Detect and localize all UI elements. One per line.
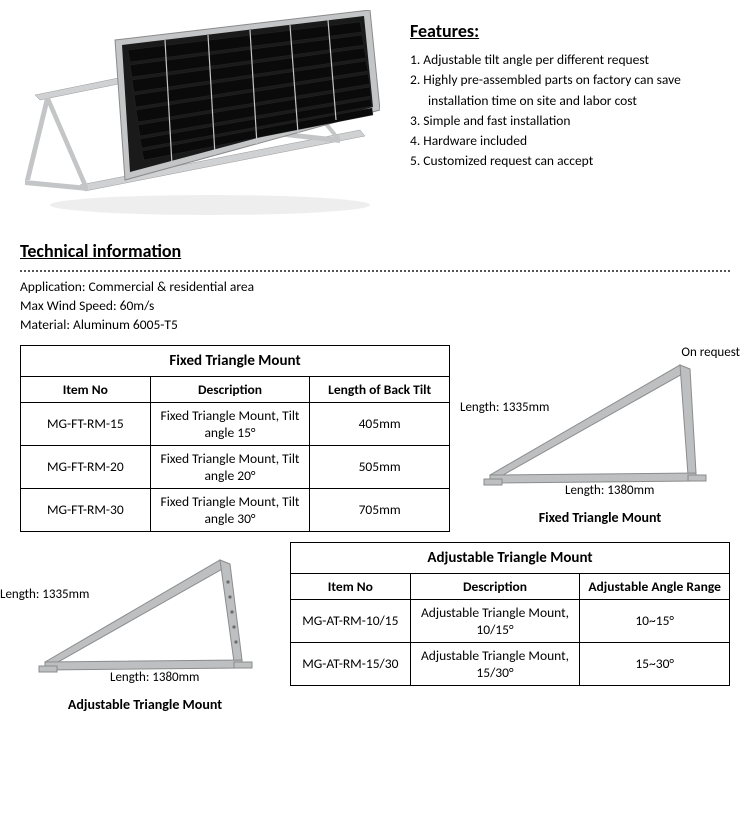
feature-item: 3. Simple and fast installation <box>410 111 730 131</box>
col-header: Item No <box>21 376 151 402</box>
table-adjustable-mount: Adjustable Triangle Mount Item No Descri… <box>290 542 730 686</box>
table-title: Adjustable Triangle Mount <box>291 542 730 573</box>
diagram-caption: Adjustable Triangle Mount <box>20 696 270 713</box>
features-list: 1. Adjustable tilt angle per different r… <box>410 50 730 172</box>
features-block: Features: 1. Adjustable tilt angle per d… <box>410 10 730 220</box>
product-image <box>10 10 380 220</box>
technical-section: Technical information Application: Comme… <box>0 230 750 335</box>
table-row: MG-AT-RM-10/15 Adjustable Triangle Mount… <box>291 599 730 642</box>
feature-item: 4. Hardware included <box>410 131 730 151</box>
table-row: MG-FT-RM-20 Fixed Triangle Mount, Tilt a… <box>21 445 450 488</box>
table-row: MG-FT-RM-30 Fixed Triangle Mount, Tilt a… <box>21 488 450 531</box>
feature-item: 2. Highly pre-assembled parts on factory… <box>410 70 730 111</box>
col-header: Length of Back Tilt <box>310 376 450 402</box>
table-fixed-mount: Fixed Triangle Mount Item No Description… <box>20 345 450 532</box>
dim-base: Length: 1380mm <box>110 670 199 685</box>
table-row: MG-FT-RM-15 Fixed Triangle Mount, Tilt a… <box>21 402 450 445</box>
technical-heading: Technical information <box>20 240 181 262</box>
top-row: Features: 1. Adjustable tilt angle per d… <box>0 0 750 230</box>
technical-info: Application: Commercial & residential ar… <box>20 278 730 335</box>
dim-hypot: Length: 1335mm <box>460 400 549 415</box>
dim-back: On request <box>681 345 740 360</box>
col-header: Item No <box>291 573 411 599</box>
row-adjustable: Length: 1335mm Length: 1380mm Adjustable… <box>0 532 750 713</box>
col-header: Description <box>150 376 310 402</box>
features-heading: Features: <box>410 20 730 42</box>
tech-line: Max Wind Speed: 60m/s <box>20 297 730 316</box>
feature-item: 5. Customized request can accept <box>410 151 730 171</box>
dim-base: Length: 1380mm <box>565 483 654 498</box>
row-fixed: Fixed Triangle Mount Item No Description… <box>0 335 750 532</box>
tech-line: Application: Commercial & residential ar… <box>20 278 730 297</box>
col-header: Adjustable Angle Range <box>580 573 730 599</box>
divider-dotted <box>20 270 730 272</box>
dim-hypot: Length: 1335mm <box>0 587 89 602</box>
feature-item: 1. Adjustable tilt angle per different r… <box>410 50 730 70</box>
diagram-fixed-mount: Length: 1335mm On request Length: 1380mm… <box>470 345 730 526</box>
table-row: MG-AT-RM-15/30 Adjustable Triangle Mount… <box>291 642 730 685</box>
diagram-caption: Fixed Triangle Mount <box>470 509 730 526</box>
col-header: Description <box>410 573 580 599</box>
diagram-adjustable-mount: Length: 1335mm Length: 1380mm Adjustable… <box>20 542 270 713</box>
table-title: Fixed Triangle Mount <box>21 345 450 376</box>
tech-line: Material: Aluminum 6005-T5 <box>20 316 730 335</box>
